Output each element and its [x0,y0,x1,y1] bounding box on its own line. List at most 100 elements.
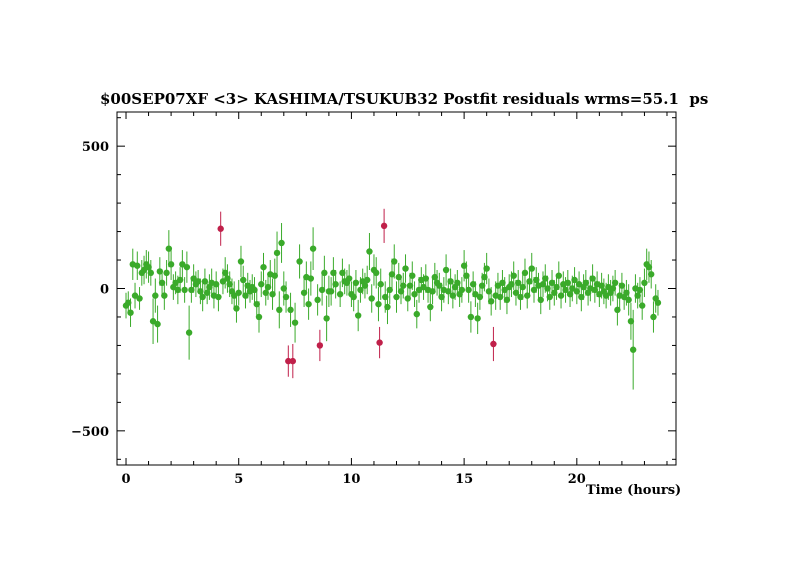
chart-title: $00SEP07XF <3> KASHIMA/TSUKUB32 Postfit … [100,90,709,108]
data-point [147,269,155,277]
data-point [361,282,369,289]
data-point [634,292,641,299]
data-point [591,286,599,294]
data-point [305,300,312,308]
data-point [411,290,418,298]
data-point [623,289,630,296]
data-point [510,272,517,279]
data-point [638,302,646,309]
data-point [395,273,402,281]
data-point [167,261,175,268]
data-point [366,248,373,255]
data-point [215,293,222,301]
data-point [611,279,619,287]
data-point [512,289,520,296]
data-point [571,276,578,284]
x-tick-label: 0 [121,472,130,487]
data-point [476,293,484,301]
data-point [201,278,209,285]
data-point [199,293,206,301]
data-point [618,282,626,289]
data-point [345,275,353,282]
data-point [641,279,648,287]
data-point [406,282,414,289]
data-point [203,289,211,296]
outlier-point [316,342,324,349]
data-point [614,306,621,314]
data-point [474,315,481,322]
data-point [363,276,371,284]
data-point [503,296,511,304]
data-point [188,286,195,294]
data-point [318,286,326,294]
data-point [260,263,267,271]
data-point [400,282,407,289]
data-point [436,282,443,289]
data-point [629,346,637,353]
data-point [524,292,531,299]
data-point [650,313,657,321]
data-point [264,283,272,291]
data-point [307,275,315,282]
data-point [276,306,283,314]
y-tick-label: −500 [71,425,109,440]
x-tick-label: 5 [234,472,243,487]
data-point [589,275,596,282]
data-point [282,293,290,301]
outlier-point [217,225,224,232]
data-point [458,286,466,294]
data-point [384,303,391,311]
data-point [537,296,544,304]
data-point [330,269,337,277]
data-point [402,265,409,272]
data-point [557,292,565,299]
data-point [553,283,560,291]
data-point [483,265,490,272]
data-point [332,281,339,288]
data-point [496,293,504,301]
data-point [240,276,247,284]
data-point [465,286,472,294]
y-tick-label: 500 [82,140,109,155]
data-point [636,286,644,294]
data-point [645,263,653,271]
data-point [176,276,184,284]
data-point [578,293,585,301]
data-point [287,306,294,314]
data-point [237,258,245,265]
data-point [515,279,522,287]
data-point [485,288,493,295]
data-point [530,286,538,294]
data-point [251,286,258,294]
data-point [233,305,240,312]
data-points [122,222,662,365]
data-point [463,272,470,279]
x-tick-label: 15 [455,472,473,487]
data-point [258,281,265,288]
data-point [156,268,164,275]
data-point [609,285,617,292]
data-point [262,289,269,296]
data-point [314,296,321,304]
data-point [145,263,152,271]
data-point [352,279,360,287]
data-point [454,279,461,287]
data-point [377,281,384,288]
data-point [291,319,299,326]
x-tick-label: 10 [342,472,360,487]
data-point [447,278,454,285]
data-point [165,245,173,252]
data-point [555,272,562,279]
data-point [127,309,134,316]
data-point [194,278,202,285]
data-point [221,269,229,277]
data-point [427,303,434,311]
data-point [517,293,524,301]
data-point [136,295,143,302]
error-bars [125,208,659,390]
data-point [442,266,450,274]
data-point [582,279,590,287]
data-point [161,292,168,299]
data-point [212,281,220,288]
data-point [280,285,287,292]
